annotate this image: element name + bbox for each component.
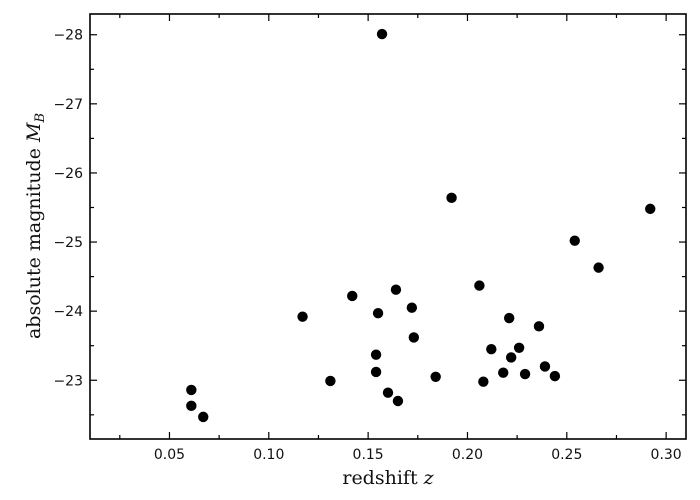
data-point (186, 400, 197, 412)
data-point (390, 284, 402, 295)
data-point (446, 192, 457, 204)
data-point (430, 371, 441, 383)
x-tick-label: 0.10 (253, 447, 284, 463)
data-point (533, 321, 545, 332)
data-point (486, 343, 497, 355)
data-point (498, 367, 509, 378)
data-point (513, 342, 525, 353)
data-point (593, 262, 604, 273)
data-point (474, 280, 485, 291)
data-point (370, 349, 382, 360)
data-point (519, 368, 531, 380)
x-tick-label: 0.25 (551, 447, 582, 463)
y-tick-label: −23 (53, 373, 83, 389)
y-tick-label: −28 (53, 28, 83, 44)
data-point (539, 361, 551, 372)
data-point (198, 411, 209, 423)
plot-frame (89, 13, 687, 440)
data-point (505, 352, 517, 363)
x-axis-title: redshift z (342, 467, 434, 489)
data-point (392, 395, 404, 407)
data-point (549, 370, 561, 382)
data-point (297, 311, 308, 322)
data-point (569, 235, 580, 246)
x-tick-label: 0.05 (154, 447, 185, 463)
data-point (382, 387, 394, 398)
x-tick-label: 0.15 (353, 447, 384, 463)
data-point (478, 376, 489, 387)
data-point (406, 302, 418, 313)
data-point (503, 312, 515, 324)
data-point (376, 28, 388, 40)
y-axis-title: absolute magnitude MB (23, 113, 48, 339)
data-point (408, 332, 420, 343)
x-tick-label: 0.30 (651, 447, 682, 463)
x-tick-label: 0.20 (452, 447, 483, 463)
data-point (645, 203, 656, 215)
y-tick-label: −26 (53, 166, 83, 182)
y-tick-label: −24 (53, 304, 83, 320)
data-point (186, 384, 197, 396)
axis-tick-labels: 0.05 0.10 0.15 0.20 0.25 0.30 −23 −24 −25 −26 −27 −… (53, 28, 681, 463)
data-point (370, 366, 382, 378)
data-point (325, 375, 336, 387)
axis-ticks (90, 14, 686, 439)
data-points (186, 28, 656, 423)
data-point (347, 290, 358, 302)
y-tick-label: −25 (53, 235, 83, 251)
data-point (372, 308, 384, 319)
y-tick-label: −27 (53, 97, 83, 113)
